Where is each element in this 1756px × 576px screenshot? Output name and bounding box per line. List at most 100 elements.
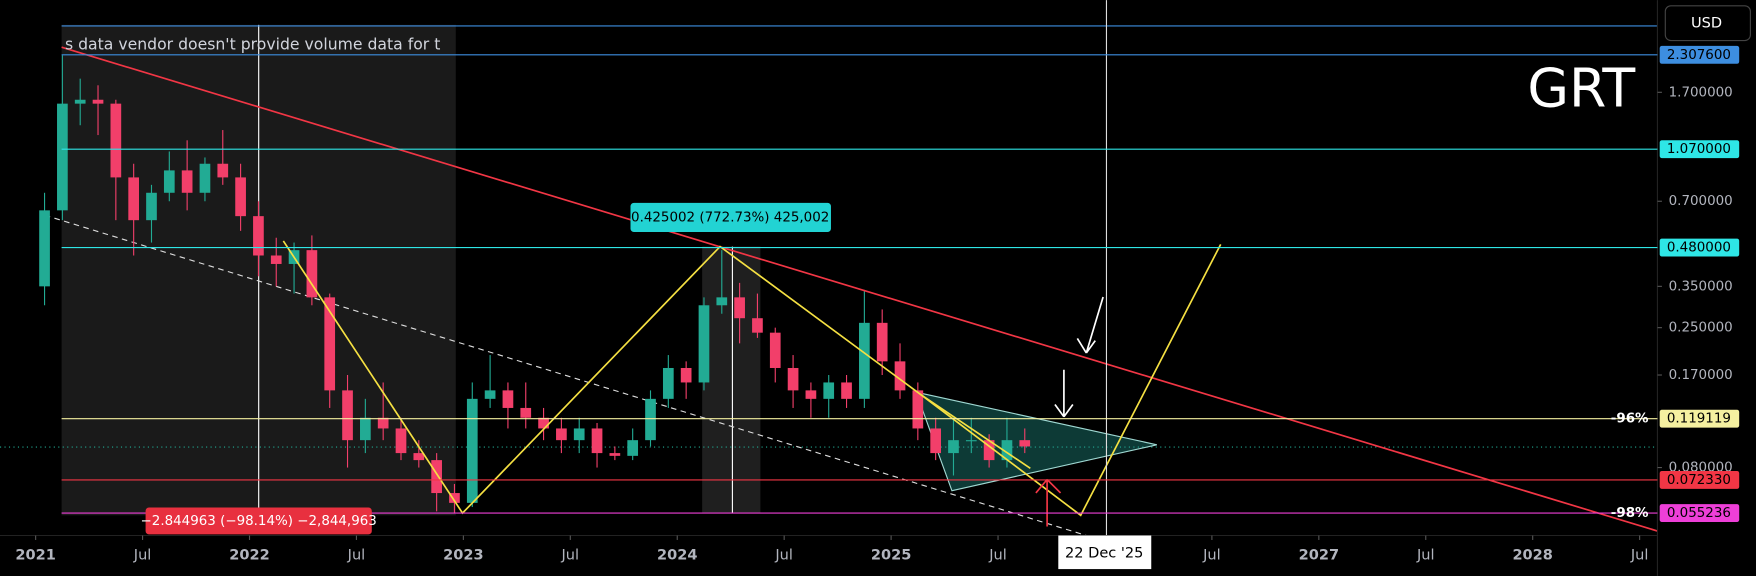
x-tick-label: 2028 bbox=[1512, 547, 1553, 564]
x-tick-label: 2022 bbox=[229, 547, 270, 564]
candles bbox=[39, 55, 1031, 514]
candle-body bbox=[912, 390, 924, 429]
crosshair-label: 22 Dec '25 bbox=[1065, 544, 1143, 561]
arrow bbox=[1054, 369, 1074, 418]
volume-notice: s data vendor doesn't provide volume dat… bbox=[65, 34, 440, 53]
candle-body bbox=[360, 417, 371, 441]
y-tick-label: 0.250000 bbox=[1669, 321, 1733, 336]
level-label: 0.072330 bbox=[1667, 473, 1731, 488]
level-label: 0.119119 bbox=[1667, 412, 1731, 427]
currency-button[interactable] bbox=[1664, 5, 1751, 42]
level-label: 2.307600 bbox=[1667, 48, 1731, 63]
candle-body bbox=[698, 305, 710, 383]
candle-body bbox=[163, 170, 175, 193]
candle-body bbox=[841, 382, 852, 399]
candle-body bbox=[716, 297, 728, 306]
level-label: 0.480000 bbox=[1667, 241, 1731, 256]
x-tick-label: Jul bbox=[561, 547, 580, 564]
candle-body bbox=[74, 99, 86, 104]
level-label: 0.055236 bbox=[1667, 506, 1731, 521]
measure-label: −2.844963 (−98.14%) −2,844,963 bbox=[141, 514, 377, 529]
date-range-box bbox=[702, 246, 761, 514]
x-tick-label: 2027 bbox=[1299, 547, 1340, 564]
level-box bbox=[1659, 409, 1740, 428]
candle-body bbox=[520, 407, 532, 418]
candle-body bbox=[948, 440, 959, 454]
candle-body bbox=[556, 428, 567, 441]
level-box bbox=[1659, 504, 1740, 522]
percent-label: -96% bbox=[1611, 412, 1649, 427]
candle-body bbox=[894, 361, 906, 391]
symbol-label: GRT bbox=[1527, 57, 1635, 120]
trend-line bbox=[44, 214, 1087, 537]
x-tick-label: Jul bbox=[1202, 547, 1221, 564]
candle-body bbox=[538, 417, 549, 429]
candle-body bbox=[342, 390, 353, 441]
candle-body bbox=[591, 428, 603, 454]
candle-body bbox=[627, 440, 639, 456]
x-tick-label: Jul bbox=[1416, 547, 1435, 564]
candle-body bbox=[752, 318, 763, 333]
x-tick-label: 2023 bbox=[443, 547, 483, 564]
candle-body bbox=[217, 163, 229, 178]
arrow bbox=[1076, 296, 1104, 354]
candle-body bbox=[823, 382, 835, 399]
y-tick-label: 1.700000 bbox=[1669, 85, 1733, 100]
x-tick-label: 2025 bbox=[871, 547, 912, 564]
measure-box bbox=[145, 507, 372, 535]
candle-body bbox=[146, 192, 157, 221]
candle-body bbox=[876, 322, 888, 362]
measure-box bbox=[630, 202, 831, 233]
candle-body bbox=[680, 367, 692, 383]
arrow bbox=[1035, 478, 1062, 527]
candle-body bbox=[787, 367, 799, 391]
currency-label[interactable]: USD bbox=[1691, 15, 1722, 32]
candle-body bbox=[253, 216, 264, 256]
x-tick-label: Jul bbox=[1630, 547, 1649, 564]
wedge-line bbox=[920, 393, 1031, 470]
candle-body bbox=[324, 297, 336, 391]
candle-body bbox=[983, 440, 995, 461]
candle-body bbox=[484, 390, 496, 399]
x-tick-label: 2021 bbox=[15, 547, 56, 564]
candle-body bbox=[235, 177, 246, 217]
x-tick-label: Jul bbox=[347, 547, 366, 564]
candle-body bbox=[859, 322, 870, 399]
candle-body bbox=[930, 428, 942, 454]
level-box bbox=[1659, 238, 1740, 257]
x-tick-label: 2024 bbox=[657, 547, 698, 564]
measure-label: 0.425002 (772.73%) 425,002 bbox=[631, 210, 829, 225]
level-box bbox=[1659, 45, 1740, 64]
candle-body bbox=[413, 453, 425, 461]
candle-body bbox=[1001, 440, 1013, 461]
level-box bbox=[1659, 470, 1740, 489]
candle-body bbox=[734, 297, 745, 319]
candle-body bbox=[57, 103, 68, 211]
candle-body bbox=[199, 163, 211, 193]
candle-body bbox=[645, 398, 656, 441]
x-tick-label: Jul bbox=[774, 547, 793, 564]
x-tick-label: Jul bbox=[988, 547, 1007, 564]
candle-body bbox=[92, 99, 104, 104]
y-tick-label: 0.700000 bbox=[1669, 194, 1733, 209]
trend-line bbox=[61, 46, 1658, 532]
candle-body bbox=[502, 390, 514, 408]
y-tick-label: 0.350000 bbox=[1669, 279, 1733, 294]
candle-body bbox=[270, 255, 282, 264]
candle-body bbox=[609, 453, 621, 456]
candle-body bbox=[306, 250, 318, 298]
candle-body bbox=[1019, 440, 1031, 447]
y-tick-label: 0.170000 bbox=[1669, 368, 1733, 383]
candle-body bbox=[662, 367, 674, 399]
candle-body bbox=[128, 177, 140, 221]
candle-body bbox=[965, 440, 977, 442]
crosshair-box bbox=[1058, 535, 1152, 570]
candle-body bbox=[466, 398, 478, 503]
candle-body bbox=[181, 170, 193, 193]
x-tick-label: Jul bbox=[133, 547, 152, 564]
candle-body bbox=[805, 390, 817, 399]
level-label: 1.070000 bbox=[1667, 142, 1731, 157]
candle-body bbox=[573, 428, 585, 441]
